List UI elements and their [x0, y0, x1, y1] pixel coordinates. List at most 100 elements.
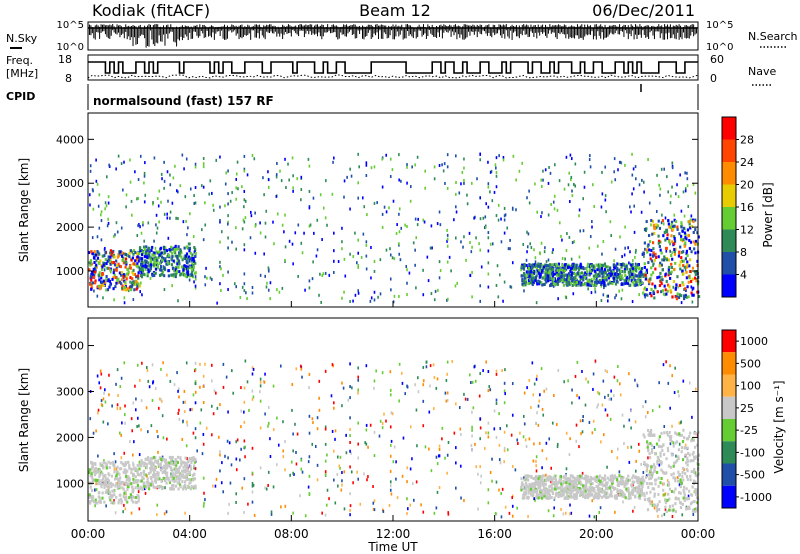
echo-mark — [157, 250, 161, 254]
scatter-mark — [437, 454, 440, 458]
echo-mark — [669, 290, 673, 294]
echo-mark — [183, 246, 186, 250]
echo-mark — [172, 484, 175, 488]
echo-mark — [134, 282, 137, 286]
echo-mark — [174, 275, 177, 279]
scatter-mark — [211, 404, 213, 408]
echo-mark — [535, 274, 538, 278]
echo-mark — [545, 267, 548, 271]
echo-mark — [620, 477, 623, 481]
echo-mark — [146, 256, 149, 260]
noise-left-tick-bottom: 10^0 — [57, 42, 84, 53]
echo-mark — [100, 479, 103, 483]
scatter-mark — [373, 430, 376, 434]
scatter-mark — [687, 494, 690, 498]
scatter-mark — [600, 440, 602, 444]
scatter-mark — [379, 419, 382, 423]
echo-mark — [95, 466, 98, 470]
echo-mark — [177, 467, 180, 471]
scatter-mark — [107, 481, 109, 485]
echo-mark — [593, 266, 596, 270]
echo-mark — [138, 269, 141, 273]
scatter-mark — [162, 436, 165, 440]
echo-mark — [186, 272, 190, 276]
scatter-mark — [245, 291, 247, 295]
echo-mark — [525, 270, 528, 274]
echo-mark — [101, 254, 104, 258]
echo-mark — [566, 277, 569, 281]
scatter-mark — [381, 422, 384, 426]
scatter-mark — [456, 281, 459, 285]
scatter-mark — [438, 454, 441, 458]
scatter-mark — [295, 367, 298, 371]
echo-mark — [154, 480, 157, 484]
scatter-mark — [194, 286, 197, 290]
scatter-mark — [411, 457, 413, 461]
scatter-mark — [510, 285, 513, 289]
echo-mark — [574, 272, 577, 276]
echo-mark — [150, 463, 153, 467]
echo-mark — [92, 470, 96, 474]
echo-mark — [604, 478, 607, 482]
echo-mark — [591, 264, 594, 268]
echo-mark — [124, 260, 127, 264]
scatter-mark — [123, 160, 125, 164]
scatter-mark — [370, 166, 373, 170]
scatter-mark — [664, 508, 667, 512]
echo-mark — [692, 240, 695, 244]
echo-mark — [650, 259, 654, 263]
scatter-mark — [252, 395, 255, 399]
scatter-mark — [132, 401, 135, 405]
echo-mark — [104, 479, 107, 483]
scatter-mark — [487, 182, 490, 186]
echo-mark — [129, 276, 132, 280]
scatter-mark — [108, 163, 110, 167]
scatter-mark — [115, 167, 117, 171]
echo-mark — [184, 456, 187, 460]
scatter-mark — [284, 468, 286, 472]
echo-mark — [156, 263, 159, 267]
echo-mark — [153, 473, 157, 477]
scatter-mark — [365, 267, 368, 271]
echo-mark — [158, 477, 161, 481]
echo-mark — [549, 276, 552, 280]
scatter-mark — [192, 393, 195, 397]
echo-mark — [176, 256, 179, 260]
echo-mark — [585, 270, 589, 274]
scatter-mark — [446, 239, 448, 243]
scatter-mark — [241, 285, 244, 289]
echo-mark — [595, 495, 598, 499]
scatter-mark — [532, 459, 535, 463]
scatter-mark — [623, 442, 625, 446]
scatter-mark — [110, 270, 112, 274]
echo-mark — [171, 478, 174, 482]
echo-mark — [615, 279, 619, 283]
scatter-mark — [579, 419, 582, 423]
scatter-mark — [553, 194, 556, 198]
scatter-mark — [194, 275, 197, 279]
scatter-mark — [487, 285, 490, 289]
scatter-mark — [192, 431, 195, 435]
echo-mark — [583, 275, 586, 279]
echo-mark — [635, 486, 638, 490]
scatter-mark — [194, 401, 197, 405]
scatter-mark — [267, 266, 270, 270]
echo-mark — [104, 490, 107, 494]
scatter-mark — [326, 453, 328, 457]
scatter-mark — [163, 179, 166, 183]
echo-mark — [143, 481, 146, 485]
scatter-mark — [292, 471, 294, 475]
scatter-mark — [240, 447, 242, 451]
scatter-mark — [381, 371, 384, 375]
scatter-mark — [487, 205, 490, 209]
echo-mark — [194, 486, 197, 490]
scatter-mark — [568, 171, 571, 175]
scatter-mark — [489, 242, 492, 246]
echo-mark — [696, 259, 699, 263]
scatter-mark — [284, 157, 286, 161]
echo-mark — [678, 263, 681, 267]
scatter-mark — [455, 154, 457, 158]
echo-mark — [141, 267, 144, 271]
echo-mark — [134, 496, 138, 500]
scatter-mark — [100, 403, 103, 407]
